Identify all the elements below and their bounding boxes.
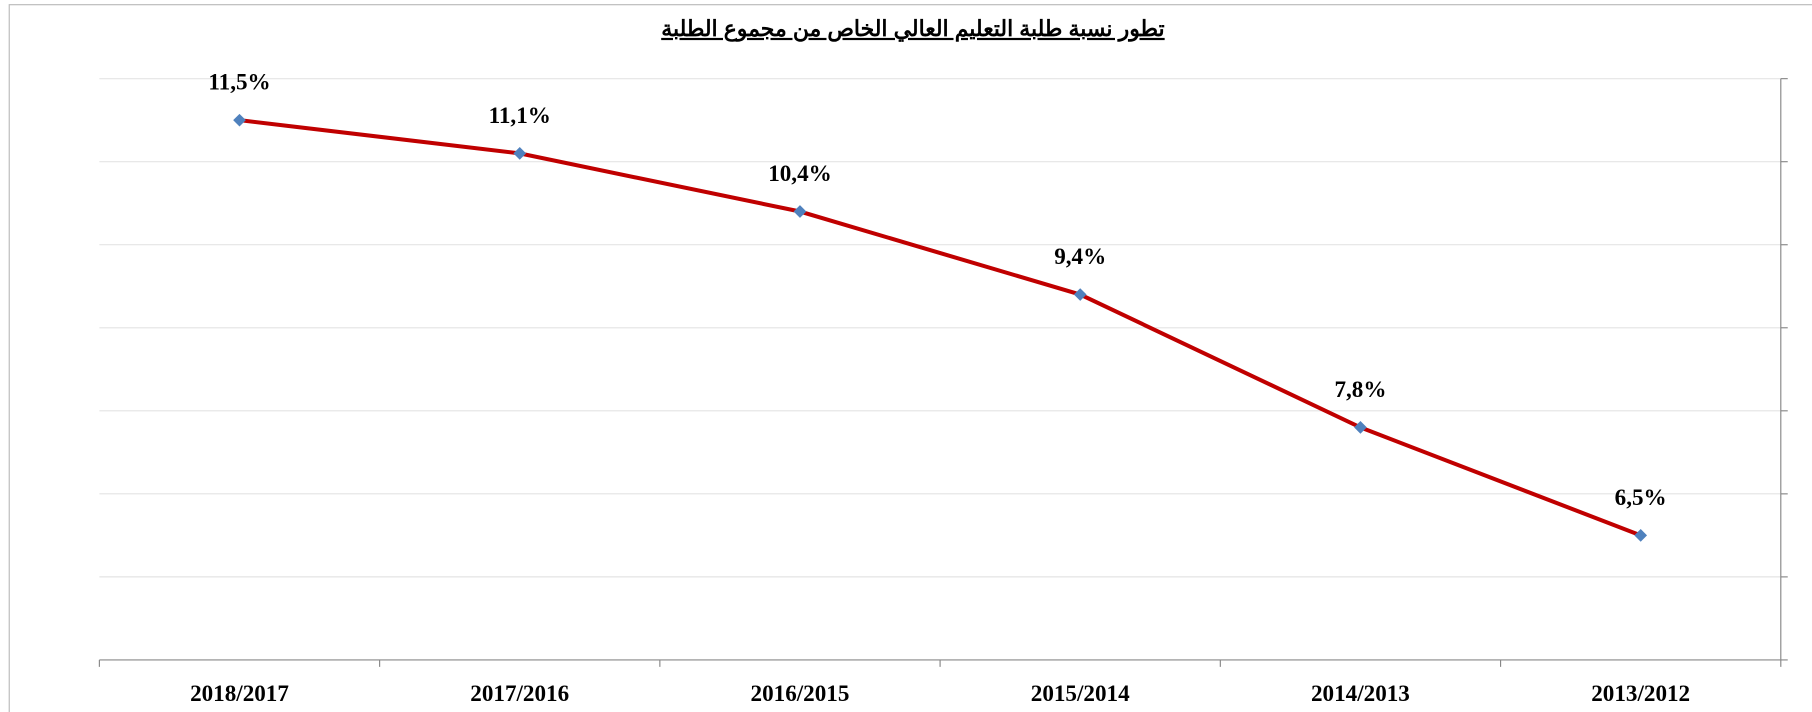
marker	[1634, 529, 1648, 542]
chart-border	[8, 4, 1812, 712]
x-tick-label: 2014/2013	[1311, 680, 1410, 706]
marker	[513, 147, 527, 160]
x-tick-label: 2015/2014	[1031, 680, 1130, 706]
marker	[233, 113, 246, 127]
data-label: 10,4%	[768, 160, 832, 186]
data-label: 11,5%	[208, 69, 270, 95]
data-label: 7,8%	[1334, 376, 1386, 402]
data-label: 11,1%	[489, 102, 551, 128]
marker	[793, 205, 807, 218]
x-tick-label: 2017/2016	[470, 680, 569, 706]
marker	[1354, 421, 1367, 434]
series-line	[239, 118, 1642, 538]
marker	[1073, 288, 1087, 301]
data-label: 9,4%	[1054, 243, 1106, 269]
chart-title: تطور نسبة طلبة التعليم العالي الخاص من م…	[661, 16, 1164, 42]
x-tick-label: 2018/2017	[190, 680, 289, 706]
x-tick-label: 2013/2012	[1591, 680, 1690, 706]
x-tick-label: 2016/2015	[751, 680, 850, 706]
data-label: 6,5%	[1615, 484, 1667, 510]
